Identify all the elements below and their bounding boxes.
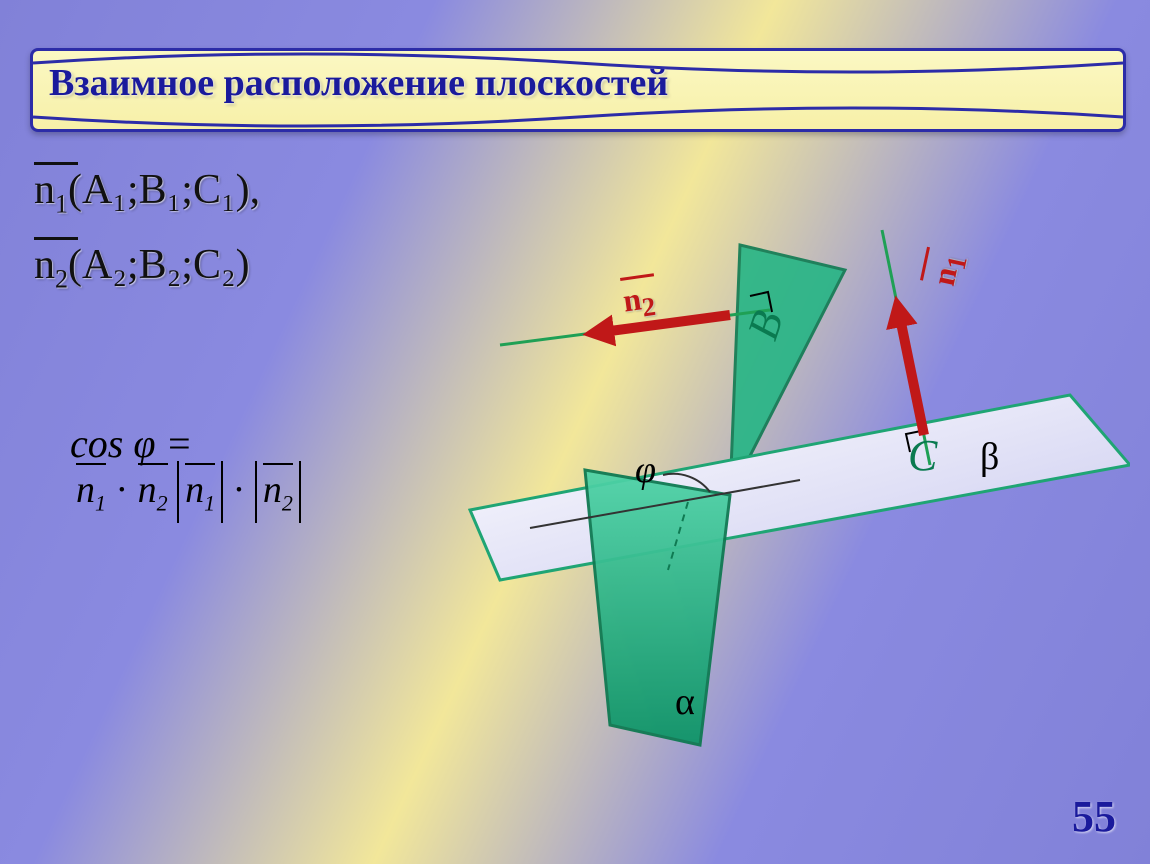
- vector-n1-def: n1(A₁;B₁;C₁),: [34, 166, 260, 219]
- page-number: 55: [1072, 791, 1116, 842]
- slide-title: Взаимное расположение плоскостей: [49, 61, 668, 105]
- plane-alpha-front: [585, 470, 730, 745]
- n2-arrow: [595, 315, 730, 333]
- label-C: C: [908, 430, 937, 481]
- label-n2: n2: [620, 273, 660, 326]
- formula-lhs: cos φ =: [70, 420, 192, 467]
- formula-denominator: n1 · n2: [177, 469, 301, 511]
- label-beta: β: [980, 435, 999, 479]
- label-alpha: α: [675, 680, 695, 724]
- vector-definitions: n1(A₁;B₁;C₁), n2(A₂;B₂;C₂): [34, 166, 260, 317]
- overbar-icon: [34, 237, 78, 240]
- formula-numerator: n1 · n2: [76, 469, 177, 511]
- plane-beta: [470, 395, 1130, 580]
- cosine-formula: cos φ = n1 · n2 n1 · n2: [70, 420, 390, 517]
- n1-arrow: [898, 308, 924, 435]
- overbar-icon: [34, 162, 78, 165]
- title-banner: Взаимное расположение плоскостей: [30, 48, 1126, 132]
- vector-n2-def: n2(A₂;B₂;C₂): [34, 241, 260, 294]
- planes-diagram: φ α β B C n1 n2: [430, 220, 1130, 780]
- planes-svg: [430, 220, 1130, 780]
- formula-fraction: n1 · n2 n1 · n2: [76, 467, 301, 517]
- label-phi: φ: [635, 448, 656, 492]
- slide: Взаимное расположение плоскостей n1(A₁;B…: [0, 0, 1150, 864]
